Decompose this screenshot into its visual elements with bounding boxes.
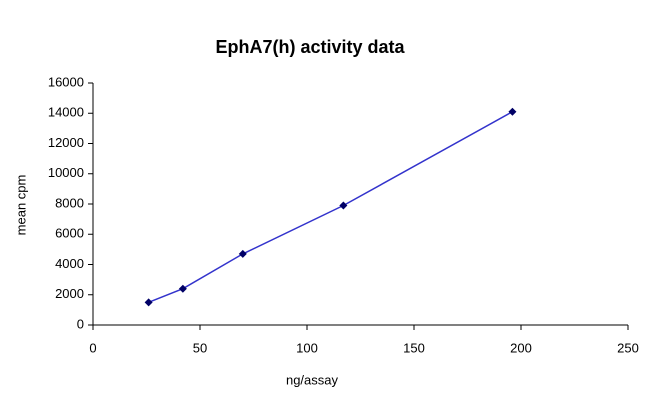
x-tick-label: 250 — [617, 340, 639, 355]
x-axis-label: ng/assay — [286, 372, 339, 387]
x-tick-label: 50 — [193, 340, 207, 355]
y-tick-label: 2000 — [55, 286, 84, 301]
y-tick-label: 14000 — [48, 105, 84, 120]
y-tick-label: 6000 — [55, 226, 84, 241]
data-point — [339, 201, 348, 210]
chart-title: EphA7(h) activity data — [215, 37, 405, 57]
x-tick-label: 100 — [296, 340, 318, 355]
data-point — [178, 284, 187, 293]
y-tick-label: 8000 — [55, 195, 84, 210]
y-tick-label: 0 — [77, 316, 84, 331]
x-tick-label: 0 — [89, 340, 96, 355]
x-tick-label: 200 — [510, 340, 532, 355]
data-point — [144, 298, 153, 307]
y-tick-label: 12000 — [48, 135, 84, 150]
y-tick-label: 4000 — [55, 256, 84, 271]
y-axis-label: mean cpm — [13, 175, 28, 236]
x-tick-label: 150 — [403, 340, 425, 355]
series-line — [148, 111, 513, 304]
y-tick-label: 10000 — [48, 165, 84, 180]
data-point — [508, 107, 517, 116]
y-tick-label: 16000 — [48, 74, 84, 89]
data-point — [238, 249, 247, 258]
